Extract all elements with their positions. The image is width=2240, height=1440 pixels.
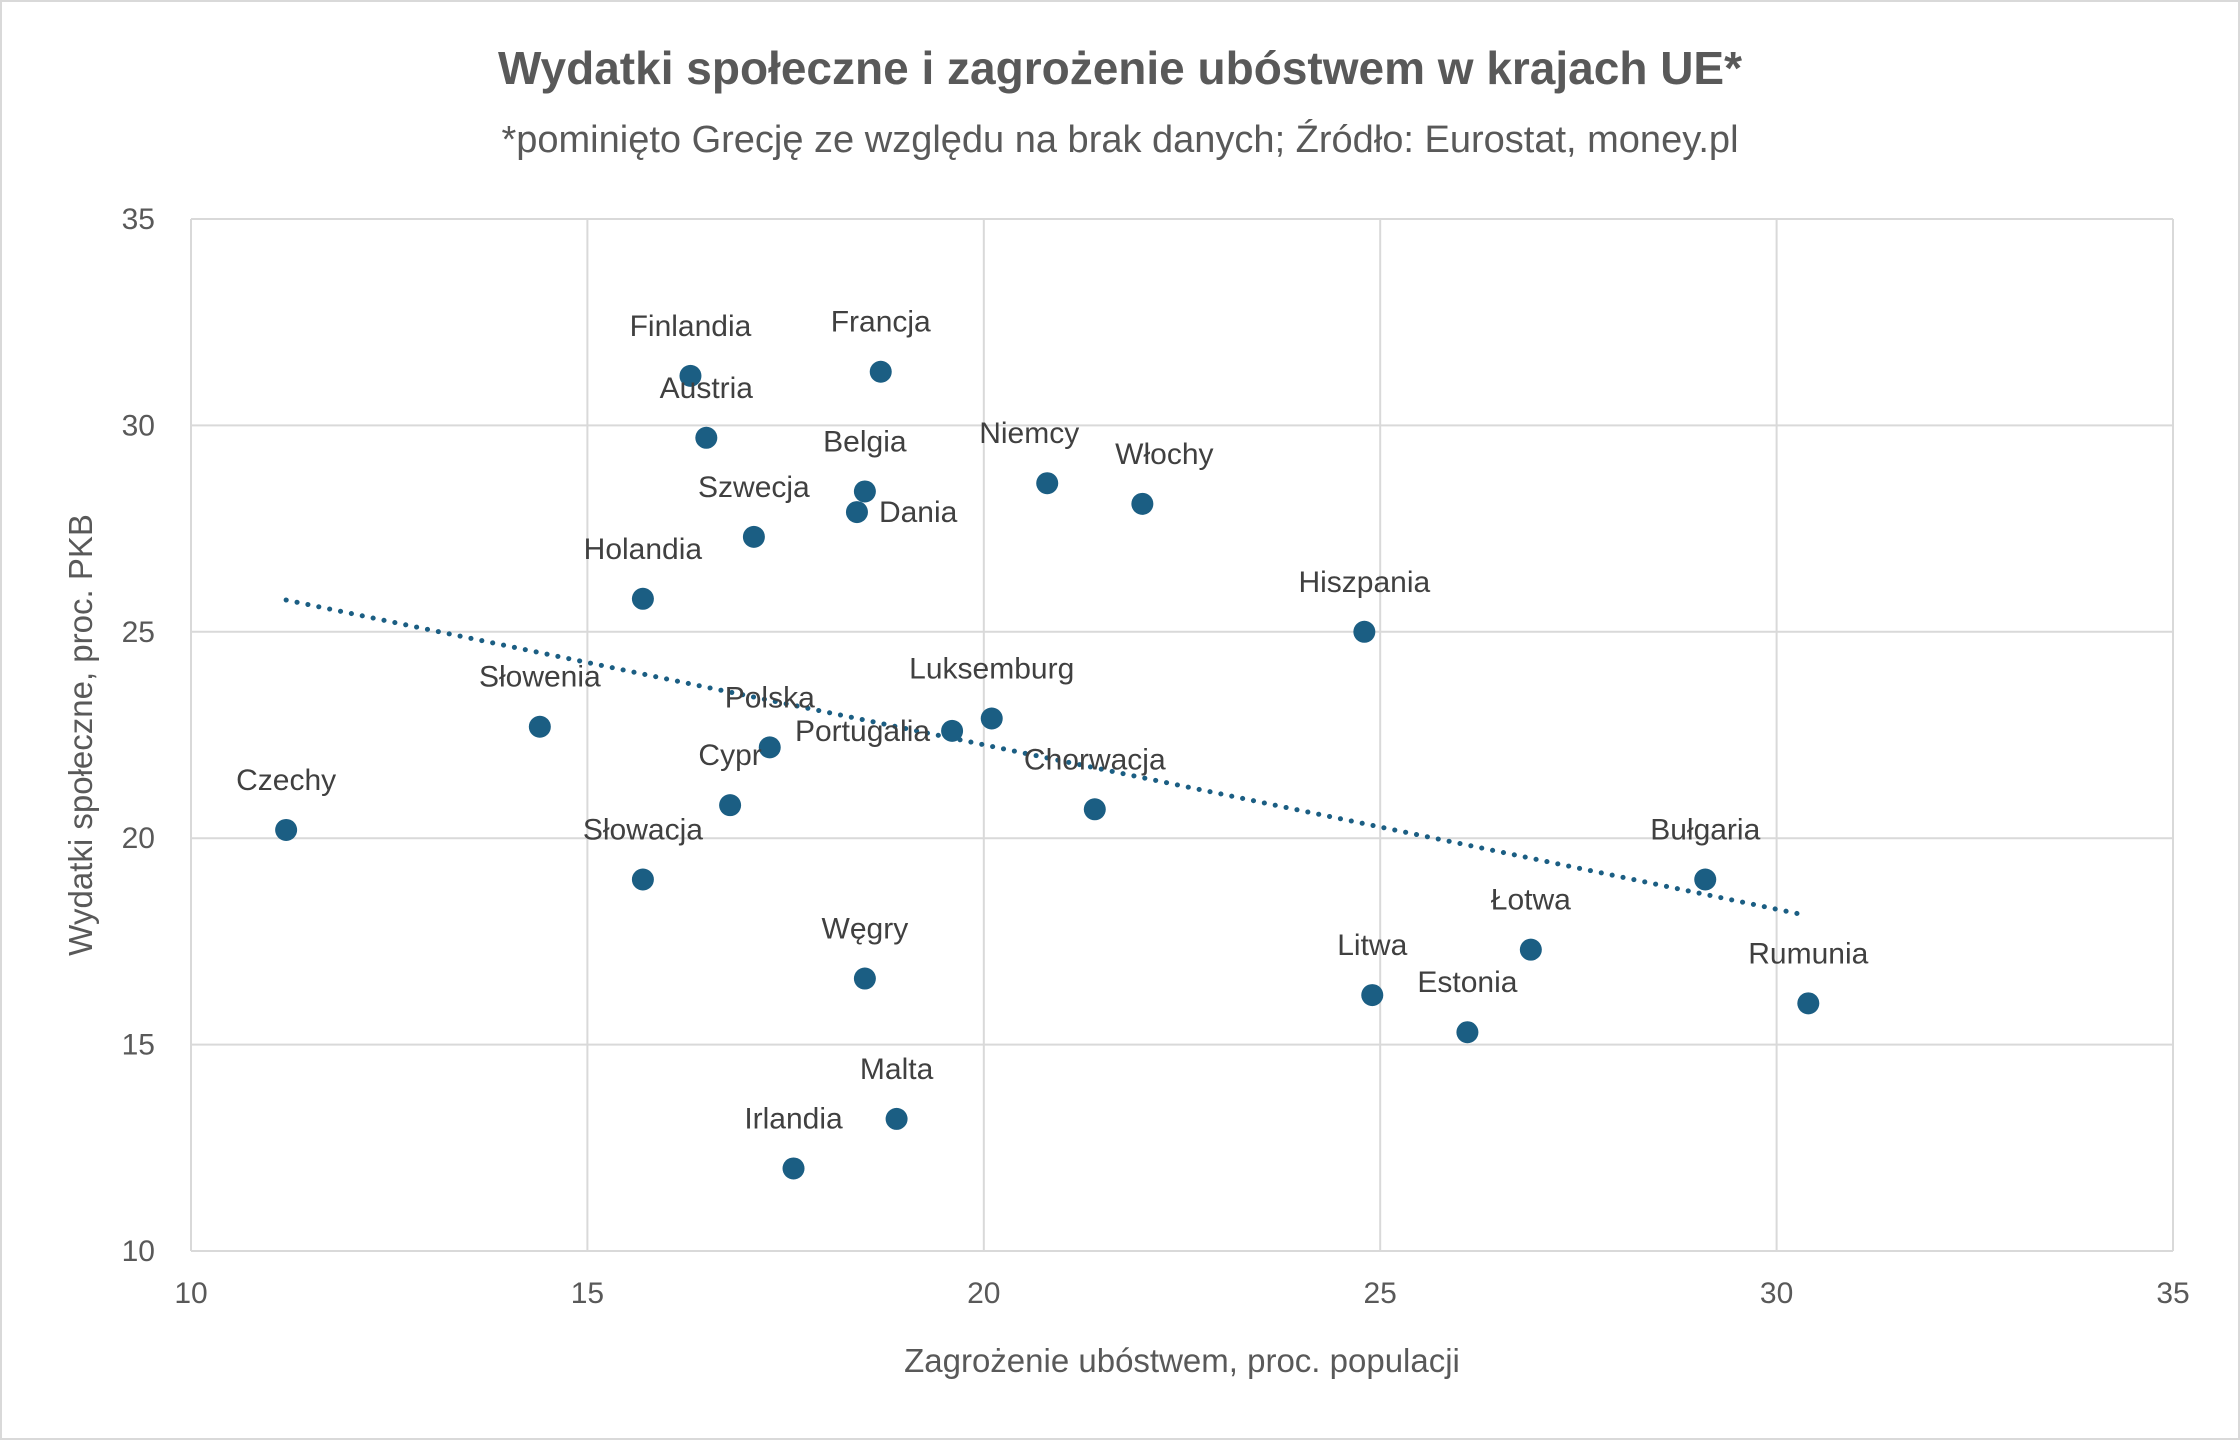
point-label: Holandia	[584, 533, 703, 566]
data-point	[782, 1157, 805, 1180]
point-label: Irlandia	[744, 1102, 843, 1135]
point-label: Bułgaria	[1650, 813, 1760, 846]
data-point	[631, 587, 654, 610]
data-point	[631, 868, 654, 891]
data-point	[1361, 984, 1384, 1007]
point-label: Rumunia	[1748, 937, 1868, 970]
x-tick-label: 25	[1364, 1277, 1397, 1310]
point-label: Belgia	[823, 425, 907, 458]
data-point	[1131, 492, 1154, 515]
point-label: Cypr	[698, 739, 761, 772]
y-tick-label: 25	[122, 616, 155, 649]
point-label: Estonia	[1417, 966, 1517, 999]
data-point	[679, 364, 702, 387]
data-point	[742, 525, 765, 548]
data-point	[695, 426, 718, 449]
point-label: Francja	[831, 306, 931, 339]
data-point	[528, 715, 551, 738]
data-point	[845, 501, 868, 524]
data-point	[1797, 992, 1820, 1015]
point-label: Szwecja	[698, 471, 810, 504]
trendline-group	[283, 597, 1803, 917]
point-label: Węgry	[822, 913, 909, 946]
tick-labels: 10 15 20 25 30 35 10 15 20 25 30 35	[122, 203, 2190, 1310]
y-tick-label: 35	[122, 203, 155, 236]
data-point	[1353, 620, 1376, 643]
data-point	[719, 794, 742, 817]
point-label: Dania	[879, 496, 958, 529]
point-label: Słowacja	[583, 813, 703, 846]
chart-title: Wydatki społeczne i zagrożenie ubóstwem …	[498, 42, 1742, 94]
data-point	[885, 1107, 908, 1130]
x-tick-label: 30	[1760, 1277, 1793, 1310]
point-label: Litwa	[1337, 929, 1407, 962]
point-label: Luksemburg	[909, 652, 1074, 685]
y-tick-label: 15	[122, 1029, 155, 1062]
point-labels: Czechy Finlandia Francja Austria Belgia Dania…	[236, 306, 1869, 1136]
y-axis-title: Wydatki społeczne, proc. PKB	[62, 514, 99, 956]
y-tick-label: 30	[122, 409, 155, 442]
point-label: Polska	[725, 681, 815, 714]
y-tick-label: 10	[122, 1235, 155, 1268]
data-point	[1456, 1021, 1479, 1044]
data-point	[758, 736, 781, 759]
gridlines	[190, 218, 2174, 1252]
data-point	[980, 707, 1003, 730]
data-point	[1083, 798, 1106, 821]
data-point	[941, 719, 964, 742]
y-tick-label: 20	[122, 822, 155, 855]
data-point	[853, 480, 876, 503]
data-point	[869, 360, 892, 383]
x-tick-label: 15	[571, 1277, 604, 1310]
x-axis-title: Zagrożenie ubóstwem, proc. populacji	[904, 1342, 1460, 1379]
x-tick-label: 20	[967, 1277, 1000, 1310]
point-label: Malta	[860, 1053, 934, 1086]
data-point	[1519, 938, 1542, 961]
point-label: Austria	[660, 372, 754, 405]
point-label: Słowenia	[479, 661, 601, 694]
trendline	[283, 597, 1803, 917]
data-point	[275, 818, 298, 841]
point-label: Finlandia	[630, 310, 752, 343]
point-label: Włochy	[1115, 438, 1213, 471]
point-label: Niemcy	[979, 417, 1079, 450]
point-label: Czechy	[236, 764, 336, 797]
point-label: Portugalia	[795, 715, 930, 748]
point-label: Chorwacja	[1024, 743, 1166, 776]
point-label: Łotwa	[1491, 884, 1571, 917]
data-point	[1694, 868, 1717, 891]
data-point	[1036, 472, 1059, 495]
data-point	[853, 967, 876, 990]
chart-subtitle: *pominięto Grecję ze względu na brak dan…	[501, 118, 1738, 161]
data-points	[275, 360, 1820, 1180]
x-tick-label: 10	[174, 1277, 207, 1310]
point-label: Hiszpania	[1298, 566, 1430, 599]
x-tick-label: 35	[2156, 1277, 2189, 1310]
